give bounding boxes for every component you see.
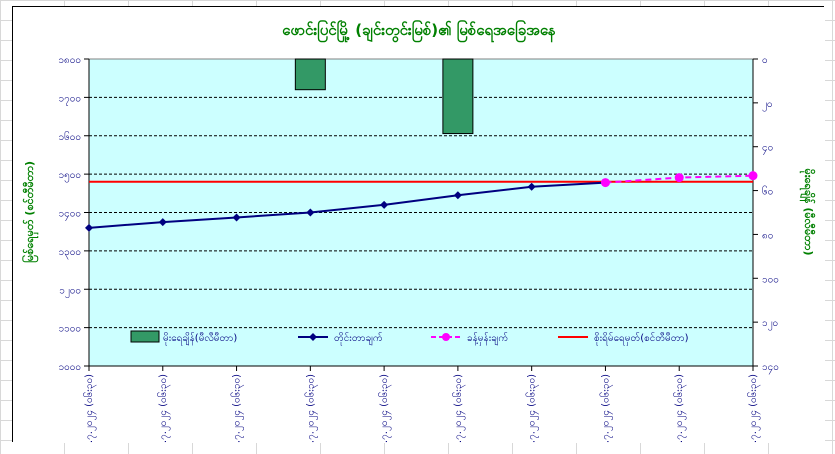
legend-label-warning: စိုးရိမ်ရေမှတ်(စင်တီမီတာ) xyxy=(594,331,689,346)
chart-svg: ဖောင်းပြင်မြို့ (ချင်းတွင်းမြစ်)၏ မြစ်ရေ… xyxy=(13,7,825,443)
legend-swatch-rainfall xyxy=(130,330,160,343)
measured-point xyxy=(158,218,167,227)
left-tick-label: ၁၃၀၀ xyxy=(59,247,82,260)
left-axis-title: မြစ်ရေမှတ် (စင်တီမီတာ) xyxy=(21,161,39,263)
x-tick-label: ၁၉.၇.၂၀၂၄ (၀၆း၃၀) xyxy=(672,374,687,443)
forecast-series xyxy=(600,171,758,188)
right-tick-label: ၁၂၀ xyxy=(762,318,778,331)
measured-point xyxy=(453,191,462,200)
left-tick-label: ၁၁၀၀ xyxy=(59,324,82,335)
forecast-point xyxy=(674,173,684,183)
right-tick-label: ၄၀ xyxy=(762,143,773,156)
chart-frame[interactable]: ဖောင်းပြင်မြို့ (ချင်းတွင်းမြစ်)၏ မြစ်ရေ… xyxy=(12,6,825,443)
legend-label-measured: တိုင်းတာချက် xyxy=(334,331,383,346)
left-tick-label: ၁၂၀၀ xyxy=(59,285,81,298)
measured-point xyxy=(380,200,389,209)
left-tick-label: ၁၅၀၀ xyxy=(59,170,82,183)
legend-marker-measured xyxy=(309,333,317,341)
x-tick-label: ၁၄.၇.၂၀၂၄ (၀၆း၃၀) xyxy=(303,374,318,443)
gridlines xyxy=(89,96,753,329)
x-tick-label: ၁၇.၇.၂၀၂၄ (၀၆း၃၀) xyxy=(525,374,540,443)
x-tick-label: ၁၃.၇.၂၀၂၄ (၀၆း၃၀) xyxy=(230,374,245,443)
rainfall-bar xyxy=(442,58,474,135)
right-tick-label: ၂၀ xyxy=(762,99,773,112)
x-tick-label: ၁၅.၇.၂၀၂၄ (၀၆း၃၀) xyxy=(377,374,392,443)
measured-line xyxy=(88,181,606,229)
x-axis: ၁၁.၇.၂၀၂၄ (၀၆း၃၀) ၁၂.၇.၂၀၂၄ (၀၆း၃၀) ၁၃.၇.၂… xyxy=(82,365,761,443)
right-tick-label: ၁၀၀ xyxy=(762,274,779,285)
right-tick-label: ၈၀ xyxy=(762,230,773,241)
left-tick-label: ၁၄၀၀ xyxy=(59,209,82,222)
legend-label-rainfall: မိုးရေချိန်(မီလီမီတာ) xyxy=(163,331,237,346)
measured-point xyxy=(306,208,315,217)
legend: မိုးရေချိန်(မီလီမီတာ) တိုင်းတာချက် ခန့်မှန… xyxy=(130,330,689,346)
rainfall-bars xyxy=(294,58,474,135)
legend-label-forecast: ခန့်မှန်းချက် xyxy=(467,331,508,346)
left-tick-label: ၁၇၀၀ xyxy=(59,93,82,106)
left-tick-label: ၁၈၀၀ xyxy=(58,55,81,66)
measured-point xyxy=(232,213,241,222)
measured-point xyxy=(85,223,93,232)
x-tick-label: ၁၈.၇.၂၀၂၄ (၀၆း၃၀) xyxy=(598,374,613,443)
right-tick-label: ၁၄၀ xyxy=(762,362,779,375)
right-tick-label: ၆၀ xyxy=(762,185,773,198)
x-tick-label: ၁၁.၇.၂၀၂၄ (၀၆း၃၀) xyxy=(82,374,97,443)
forecast-point xyxy=(600,178,610,188)
left-tick-label: ၁၆၀၀ xyxy=(59,130,82,143)
rainfall-bar xyxy=(294,58,326,91)
x-tick-label: ၁၂.၇.၂၀၂၄ (၀၆း၃၀) xyxy=(156,374,171,443)
left-axis: ၁၀၀၀ ၁၁၀၀ ၁၂၀၀ ၁၃၀၀ ၁၄၀၀ ၁၅၀၀ ၁၆၀၀ ၁၇၀၀ ၁၈၀၀ xyxy=(58,55,90,373)
forecast-point xyxy=(748,171,758,181)
left-tick-label: ၁၀၀၀ xyxy=(59,362,82,373)
x-tick-label: ၁၆.၇.၂၀၂၄ (၀၆း၃၀) xyxy=(451,374,466,443)
x-tick-label: ၂၀.၇.၂၀၂၄ (၀၆း၃၀) xyxy=(746,374,761,443)
measured-point xyxy=(527,182,536,191)
legend-marker-forecast xyxy=(442,333,450,341)
right-tick-label: ၀ xyxy=(762,55,768,66)
right-axis-title: မိုးရေချိန် (မီလီမီတာ) xyxy=(799,169,816,256)
